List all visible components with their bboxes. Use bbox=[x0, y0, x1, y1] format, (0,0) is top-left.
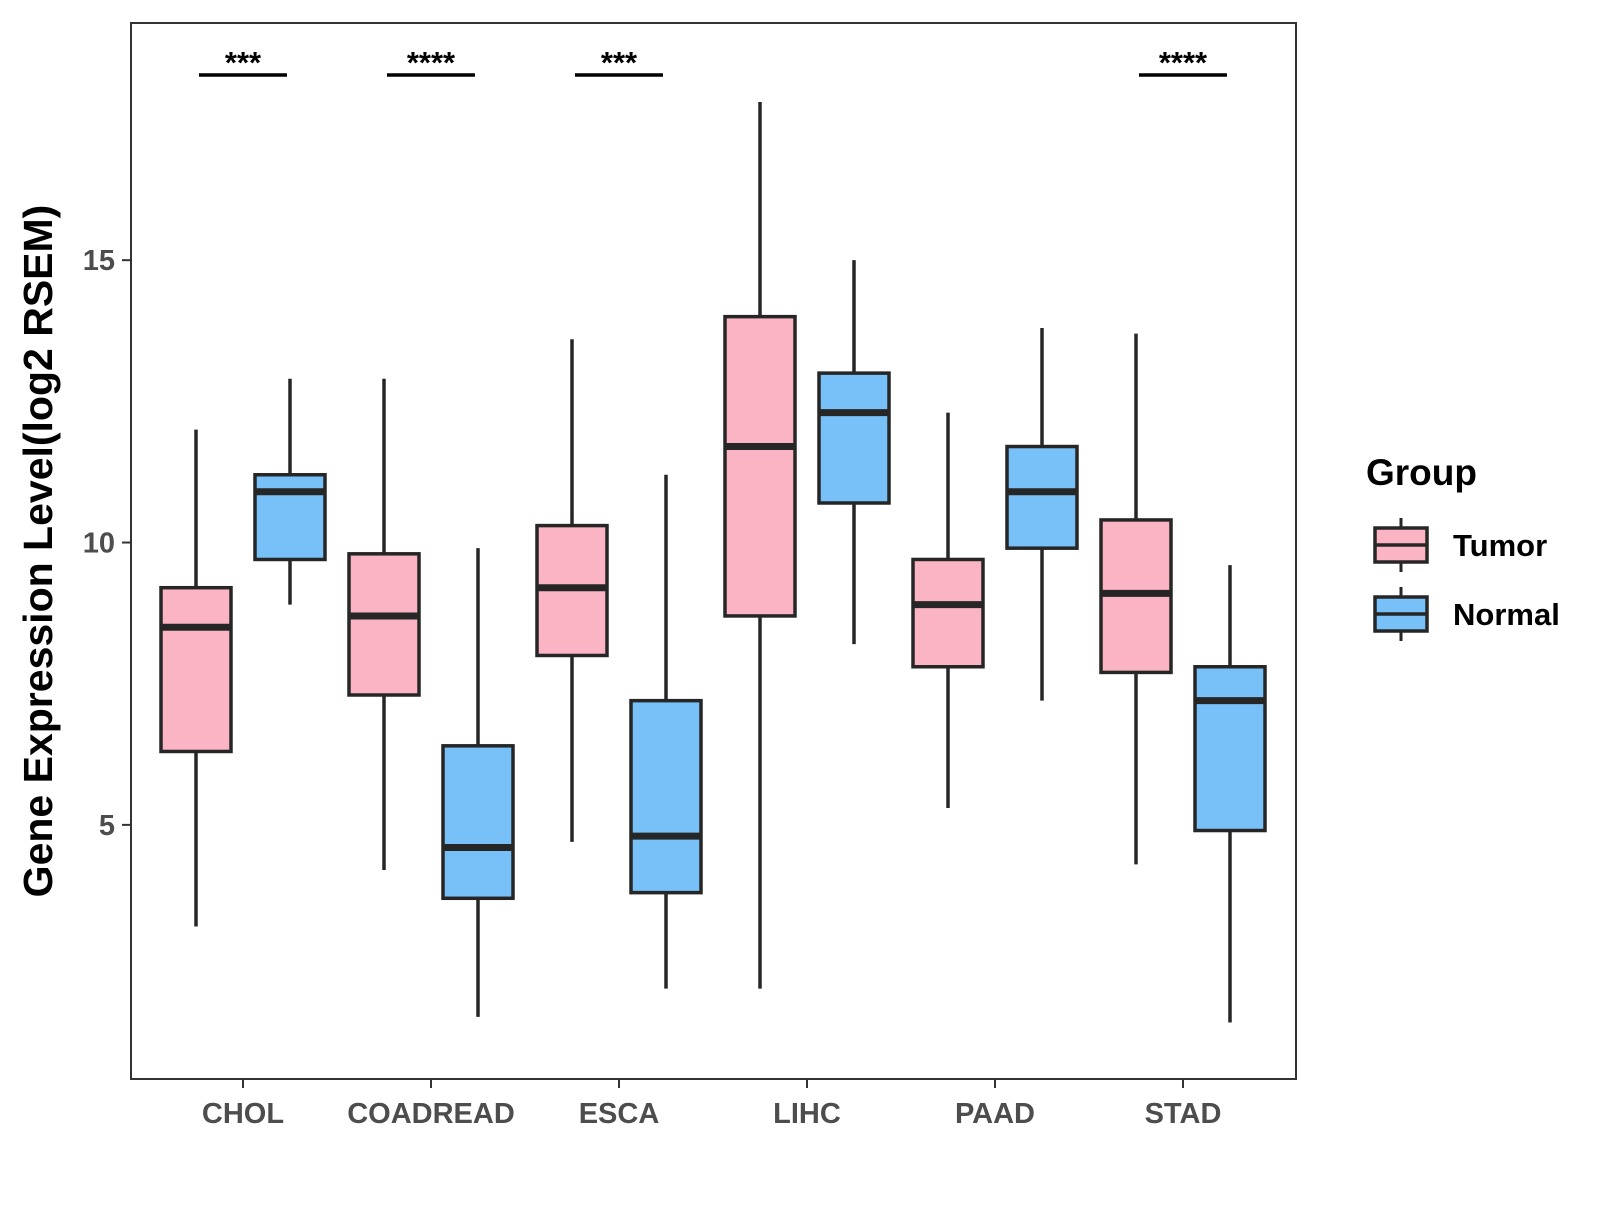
y-tick-label-10: 10 bbox=[83, 528, 115, 560]
x-tick-label-chol: CHOL bbox=[202, 1098, 284, 1130]
x-tick-label-lihc: LIHC bbox=[773, 1098, 841, 1130]
x-tick-label-coadread: COADREAD bbox=[347, 1098, 515, 1130]
box-body-normal-chol bbox=[253, 473, 327, 562]
sig-label-chol: *** bbox=[225, 45, 262, 80]
legend-label-tumor: Tumor bbox=[1453, 528, 1547, 563]
box-body-normal-stad bbox=[1193, 665, 1267, 833]
box-body-tumor-coadread bbox=[347, 552, 421, 697]
y-tick-label-5: 5 bbox=[99, 810, 115, 842]
box-body-normal-coadread bbox=[441, 744, 515, 901]
y-axis-title: Gene Expression Level(log2 RSEM) bbox=[15, 205, 61, 898]
plot-frame bbox=[130, 22, 1297, 1080]
box-tumor-paad bbox=[911, 412, 985, 808]
box-normal-chol bbox=[253, 378, 327, 605]
box-tumor-coadread bbox=[347, 378, 421, 871]
box-body-tumor-paad bbox=[911, 557, 985, 669]
legend-label-normal: Normal bbox=[1453, 597, 1560, 632]
box-tumor-chol bbox=[159, 429, 233, 927]
x-tick-label-stad: STAD bbox=[1145, 1098, 1222, 1130]
marks-layer: *** **** *** **** bbox=[159, 45, 1267, 1023]
y-tick-label-15: 15 bbox=[83, 245, 115, 277]
box-tumor-lihc bbox=[723, 102, 797, 989]
box-normal-coadread bbox=[441, 548, 515, 1017]
x-tick-label-paad: PAAD bbox=[955, 1098, 1035, 1130]
sig-label-stad: **** bbox=[1159, 45, 1208, 80]
legend-title: Group bbox=[1366, 452, 1477, 493]
sig-label-esca: *** bbox=[601, 45, 638, 80]
box-body-tumor-lihc bbox=[723, 314, 797, 618]
axes-layer: 5 10 15 CHOL COADREAD ESCA LIHC PAAD STAD bbox=[83, 245, 1222, 1130]
legend-entry-tumor: Tumor bbox=[1373, 518, 1547, 572]
box-tumor-stad bbox=[1099, 333, 1173, 865]
box-body-normal-esca bbox=[629, 698, 703, 895]
legend-entry-normal: Normal bbox=[1373, 587, 1560, 641]
box-body-normal-paad bbox=[1005, 444, 1079, 550]
box-normal-lihc bbox=[817, 260, 891, 645]
box-tumor-esca bbox=[535, 339, 609, 842]
box-normal-esca bbox=[629, 474, 703, 989]
sig-label-coadread: **** bbox=[407, 45, 456, 80]
box-normal-stad bbox=[1193, 565, 1267, 1023]
x-tick-label-esca: ESCA bbox=[579, 1098, 660, 1130]
box-body-tumor-chol bbox=[159, 585, 233, 754]
legend: Group Tumor Normal bbox=[1366, 452, 1560, 641]
box-body-normal-lihc bbox=[817, 371, 891, 505]
box-normal-paad bbox=[1005, 327, 1079, 701]
